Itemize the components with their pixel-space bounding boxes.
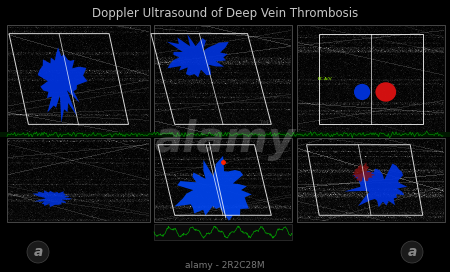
Bar [0,132,450,137]
Text: alamy: alamy [154,119,296,161]
Bar [154,138,292,222]
Text: alamy - 2R2C28M: alamy - 2R2C28M [185,261,265,270]
Text: Doppler Ultrasound of Deep Vein Thrombosis: Doppler Ultrasound of Deep Vein Thrombos… [92,7,358,20]
Polygon shape [32,190,72,207]
Bar [297,138,445,222]
Polygon shape [38,47,87,122]
Bar [154,25,292,133]
Bar [7,138,150,222]
Ellipse shape [27,241,49,263]
Text: a: a [33,245,43,259]
Text: EC.A/V: EC.A/V [318,77,333,81]
Polygon shape [344,163,407,207]
Bar [297,25,445,133]
Bar [154,224,292,240]
Polygon shape [167,34,229,77]
Bar [7,25,150,133]
Ellipse shape [375,82,396,102]
Text: ™: ™ [257,120,269,134]
Polygon shape [352,162,375,182]
Text: a: a [407,245,417,259]
Polygon shape [175,156,252,221]
Ellipse shape [401,241,423,263]
Ellipse shape [354,84,370,100]
